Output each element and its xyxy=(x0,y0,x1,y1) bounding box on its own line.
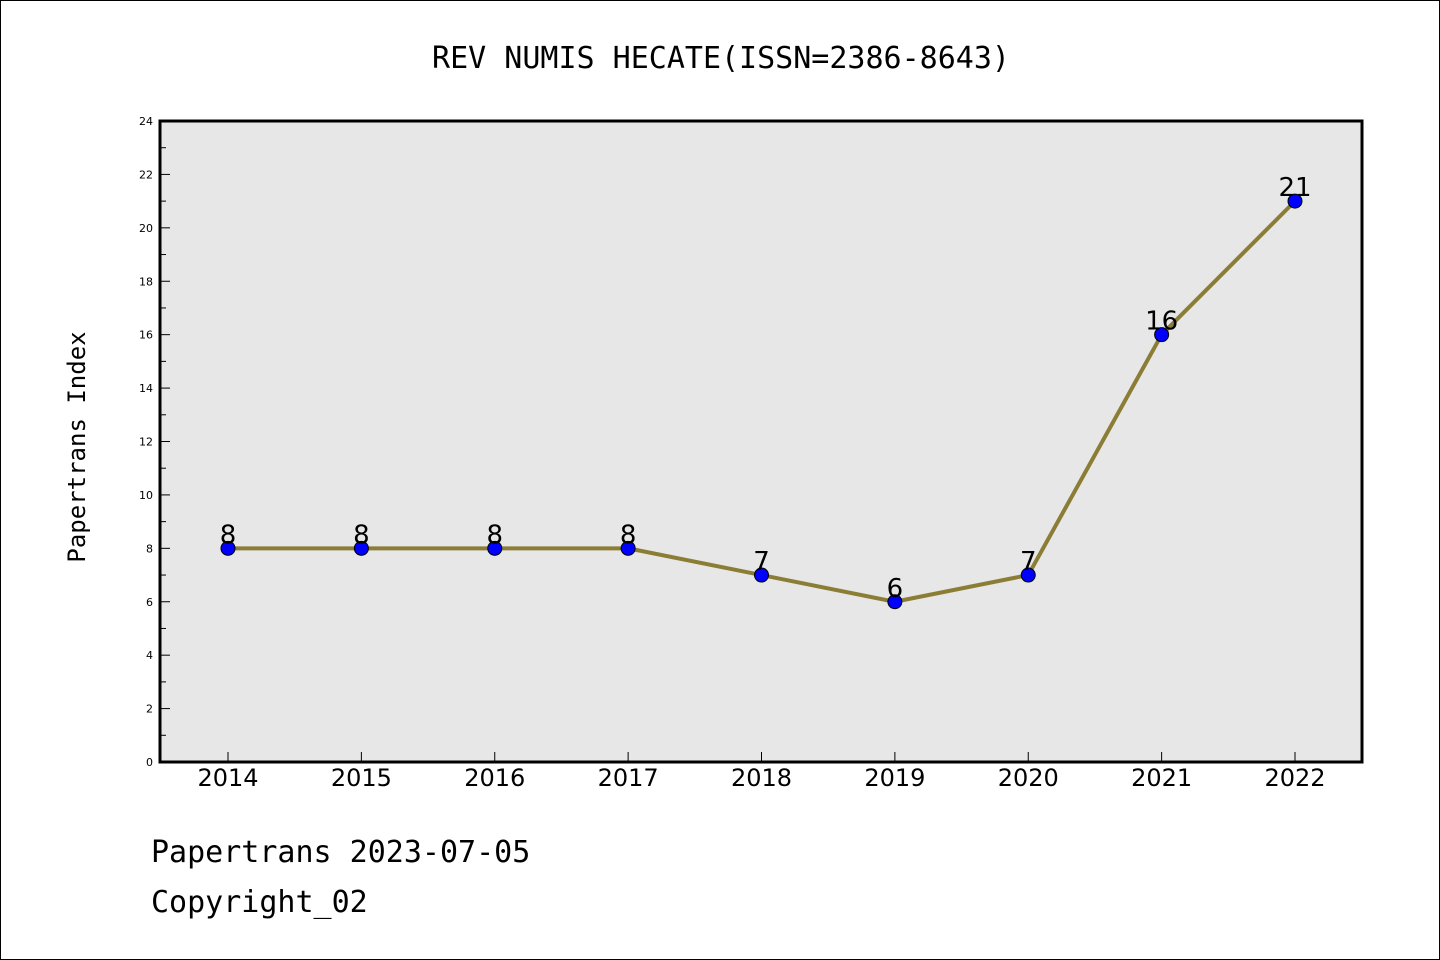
data-label: 8 xyxy=(353,520,370,550)
x-tick-label: 2017 xyxy=(598,764,659,792)
data-label: 8 xyxy=(620,520,637,550)
x-tick-label: 2015 xyxy=(331,764,392,792)
x-tick-label: 2014 xyxy=(197,764,258,792)
plot-area xyxy=(158,119,1364,764)
data-point xyxy=(220,540,236,556)
data-label: 16 xyxy=(1145,307,1178,337)
data-point xyxy=(353,540,369,556)
chart-title: REV NUMIS HECATE(ISSN=2386-8643) xyxy=(432,41,1010,76)
x-tick-label: 2022 xyxy=(1264,764,1325,792)
y-tick-label: 20 xyxy=(139,222,153,235)
data-label: 7 xyxy=(1020,547,1037,577)
data-point xyxy=(487,540,503,556)
data-label: 21 xyxy=(1278,173,1311,203)
x-tick-label: 2019 xyxy=(864,764,925,792)
data-point xyxy=(1154,327,1170,343)
data-labels: 8 8 8 8 7 6 7 16 21 xyxy=(220,173,1312,604)
y-tick-label: 10 xyxy=(139,489,153,502)
x-tick-label: 2020 xyxy=(998,764,1059,792)
data-label: 7 xyxy=(753,547,770,577)
y-tick-label: 22 xyxy=(139,168,153,181)
data-label: 8 xyxy=(220,520,237,550)
footer-copyright: Copyright_02 xyxy=(151,885,368,920)
data-point xyxy=(620,540,636,556)
y-tick-label: 16 xyxy=(139,329,153,342)
y-tick-label: 4 xyxy=(146,649,153,662)
y-tick-label: 14 xyxy=(139,382,153,395)
y-tick-label: 0 xyxy=(146,756,153,769)
y-tick-label: 2 xyxy=(146,703,153,716)
data-label: 6 xyxy=(887,574,904,604)
x-axis: 2014 2015 2016 2017 2018 2019 2020 2021 2022 xyxy=(197,752,1326,792)
x-tick-label: 2016 xyxy=(464,764,525,792)
y-tick-label: 18 xyxy=(139,275,153,288)
data-label: 8 xyxy=(486,520,503,550)
footer-date-line: Papertrans 2023-07-05 xyxy=(151,835,531,870)
y-tick-label: 24 xyxy=(139,115,153,128)
data-point xyxy=(887,594,903,610)
y-tick-label: 6 xyxy=(146,596,153,609)
y-tick-label: 8 xyxy=(146,542,153,555)
data-point xyxy=(1287,193,1303,209)
y-axis-label: Papertrans Index xyxy=(63,331,91,562)
y-tick-label: 12 xyxy=(139,436,153,449)
data-point xyxy=(754,567,769,583)
series-layer xyxy=(220,193,1303,610)
data-point xyxy=(1020,567,1036,583)
x-tick-label: 2018 xyxy=(731,764,792,792)
x-tick-label: 2021 xyxy=(1131,764,1192,792)
